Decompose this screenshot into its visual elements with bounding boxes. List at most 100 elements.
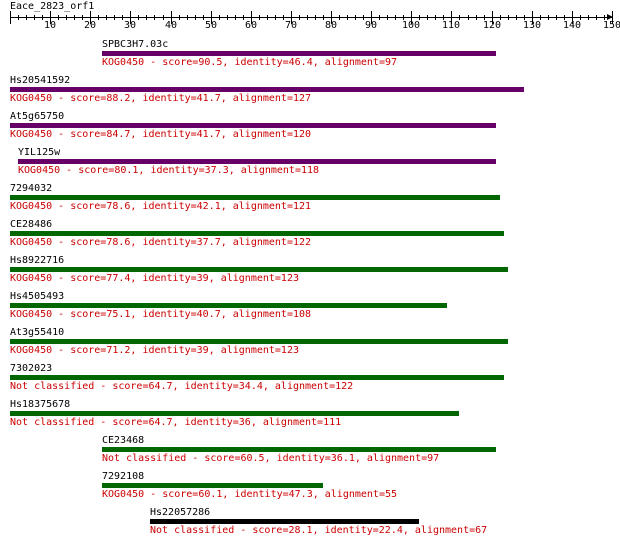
- hit-name[interactable]: CE23468: [102, 435, 145, 446]
- ruler-tick: [612, 11, 613, 24]
- hit-name[interactable]: 7292108: [102, 471, 145, 482]
- ruler-tick: [275, 15, 276, 20]
- ruler-tick: [323, 15, 324, 20]
- hit-info: Not classified - score=64.7, identity=36…: [10, 417, 342, 428]
- ruler-tick: [556, 15, 557, 20]
- ruler-tick-label: 150: [603, 20, 620, 31]
- hit-name[interactable]: Hs20541592: [10, 75, 71, 86]
- hit-info: KOG0450 - score=78.6, identity=37.7, ali…: [10, 237, 312, 248]
- hit-info: Not classified - score=60.5, identity=36…: [102, 453, 440, 464]
- ruler-tick: [259, 15, 260, 20]
- ruler-tick: [331, 11, 332, 24]
- ruler-tick: [524, 15, 525, 20]
- ruler-tick-label: 10: [44, 20, 57, 31]
- hit-name[interactable]: Hs22057286: [150, 507, 211, 518]
- ruler-tick: [387, 15, 388, 20]
- ruler-tick: [532, 11, 533, 24]
- ruler-tick: [50, 11, 51, 24]
- ruler-tick: [18, 15, 19, 20]
- ruler-tick: [235, 15, 236, 20]
- ruler-tick: [251, 11, 252, 24]
- hit-info: KOG0450 - score=88.2, identity=41.7, ali…: [10, 93, 312, 104]
- hit-bar[interactable]: [10, 87, 524, 92]
- hit-bar[interactable]: [102, 447, 496, 452]
- ruler-tick: [106, 15, 107, 20]
- ruler-tick: [122, 15, 123, 20]
- ruler-tick: [411, 11, 412, 24]
- hit-bar[interactable]: [10, 231, 504, 236]
- ruler-tick: [154, 15, 155, 20]
- ruler-tick: [243, 15, 244, 20]
- ruler-tick-label: 80: [325, 20, 338, 31]
- hit-info: KOG0450 - score=60.1, identity=47.3, ali…: [102, 489, 398, 500]
- ruler-tick-label: 100: [402, 20, 421, 31]
- hit-name[interactable]: At5g65750: [10, 111, 65, 122]
- ruler-tick: [138, 15, 139, 20]
- hit-name[interactable]: YIL125w: [18, 147, 61, 158]
- ruler-tick: [146, 15, 147, 20]
- ruler-tick: [58, 15, 59, 20]
- hit-bar[interactable]: [10, 303, 447, 308]
- ruler-tick-label: 60: [245, 20, 258, 31]
- hit-info: KOG0450 - score=84.7, identity=41.7, ali…: [10, 129, 312, 140]
- ruler-tick: [347, 15, 348, 20]
- hit-bar[interactable]: [10, 267, 508, 272]
- hit-name[interactable]: Hs4505493: [10, 291, 65, 302]
- ruler-tick: [163, 15, 164, 20]
- hit-bar[interactable]: [18, 159, 496, 164]
- ruler-tick: [588, 15, 589, 20]
- ruler-tick: [283, 15, 284, 20]
- hit-info: KOG0450 - score=90.5, identity=46.4, ali…: [102, 57, 398, 68]
- ruler-tick: [98, 15, 99, 20]
- ruler-tick-label: 70: [285, 20, 298, 31]
- ruler-tick: [572, 11, 573, 24]
- ruler-tick: [179, 15, 180, 20]
- ruler-tick: [355, 15, 356, 20]
- ruler-tick: [604, 15, 605, 20]
- ruler-tick-label: 20: [84, 20, 97, 31]
- ruler-tick: [299, 15, 300, 20]
- ruler-tick-label: 30: [124, 20, 137, 31]
- ruler-tick: [468, 15, 469, 20]
- hit-info: KOG0450 - score=77.4, identity=39, align…: [10, 273, 299, 284]
- ruler-tick: [580, 15, 581, 20]
- hit-info: KOG0450 - score=71.2, identity=39, align…: [10, 345, 299, 356]
- hit-name[interactable]: CE28486: [10, 219, 53, 230]
- ruler-tick: [114, 15, 115, 20]
- ruler-tick: [187, 15, 188, 20]
- ruler-tick: [395, 15, 396, 20]
- ruler-tick: [484, 15, 485, 20]
- ruler-tick: [427, 15, 428, 20]
- ruler-tick: [42, 15, 43, 20]
- ruler-tick: [476, 15, 477, 20]
- ruler-tick: [500, 15, 501, 20]
- hit-info: KOG0450 - score=78.6, identity=42.1, ali…: [10, 201, 312, 212]
- hit-info: KOG0450 - score=80.1, identity=37.3, ali…: [18, 165, 320, 176]
- ruler-tick: [516, 15, 517, 20]
- ruler-tick: [459, 15, 460, 20]
- hit-name[interactable]: Hs8922716: [10, 255, 65, 266]
- hit-bar[interactable]: [10, 375, 504, 380]
- hit-bar[interactable]: [10, 411, 459, 416]
- query-title: Eace_2823_orf1: [10, 1, 95, 12]
- ruler-tick: [443, 15, 444, 20]
- hit-name[interactable]: 7302023: [10, 363, 53, 374]
- ruler-tick: [34, 15, 35, 20]
- ruler-tick: [195, 15, 196, 20]
- hit-name[interactable]: SPBC3H7.03c: [102, 39, 169, 50]
- ruler-tick: [492, 11, 493, 24]
- hit-info: Not classified - score=64.7, identity=34…: [10, 381, 354, 392]
- hit-bar[interactable]: [102, 483, 323, 488]
- ruler-tick: [307, 15, 308, 20]
- ruler-tick: [10, 11, 11, 24]
- hit-name[interactable]: At3g55410: [10, 327, 65, 338]
- hit-bar[interactable]: [10, 195, 500, 200]
- hit-bar[interactable]: [150, 519, 419, 524]
- hit-name[interactable]: 7294032: [10, 183, 53, 194]
- hit-bar[interactable]: [102, 51, 496, 56]
- hit-name[interactable]: Hs18375678: [10, 399, 71, 410]
- hit-bar[interactable]: [10, 339, 508, 344]
- hit-bar[interactable]: [10, 123, 496, 128]
- hit-info: Not classified - score=28.1, identity=22…: [150, 525, 488, 536]
- ruler-tick: [211, 11, 212, 24]
